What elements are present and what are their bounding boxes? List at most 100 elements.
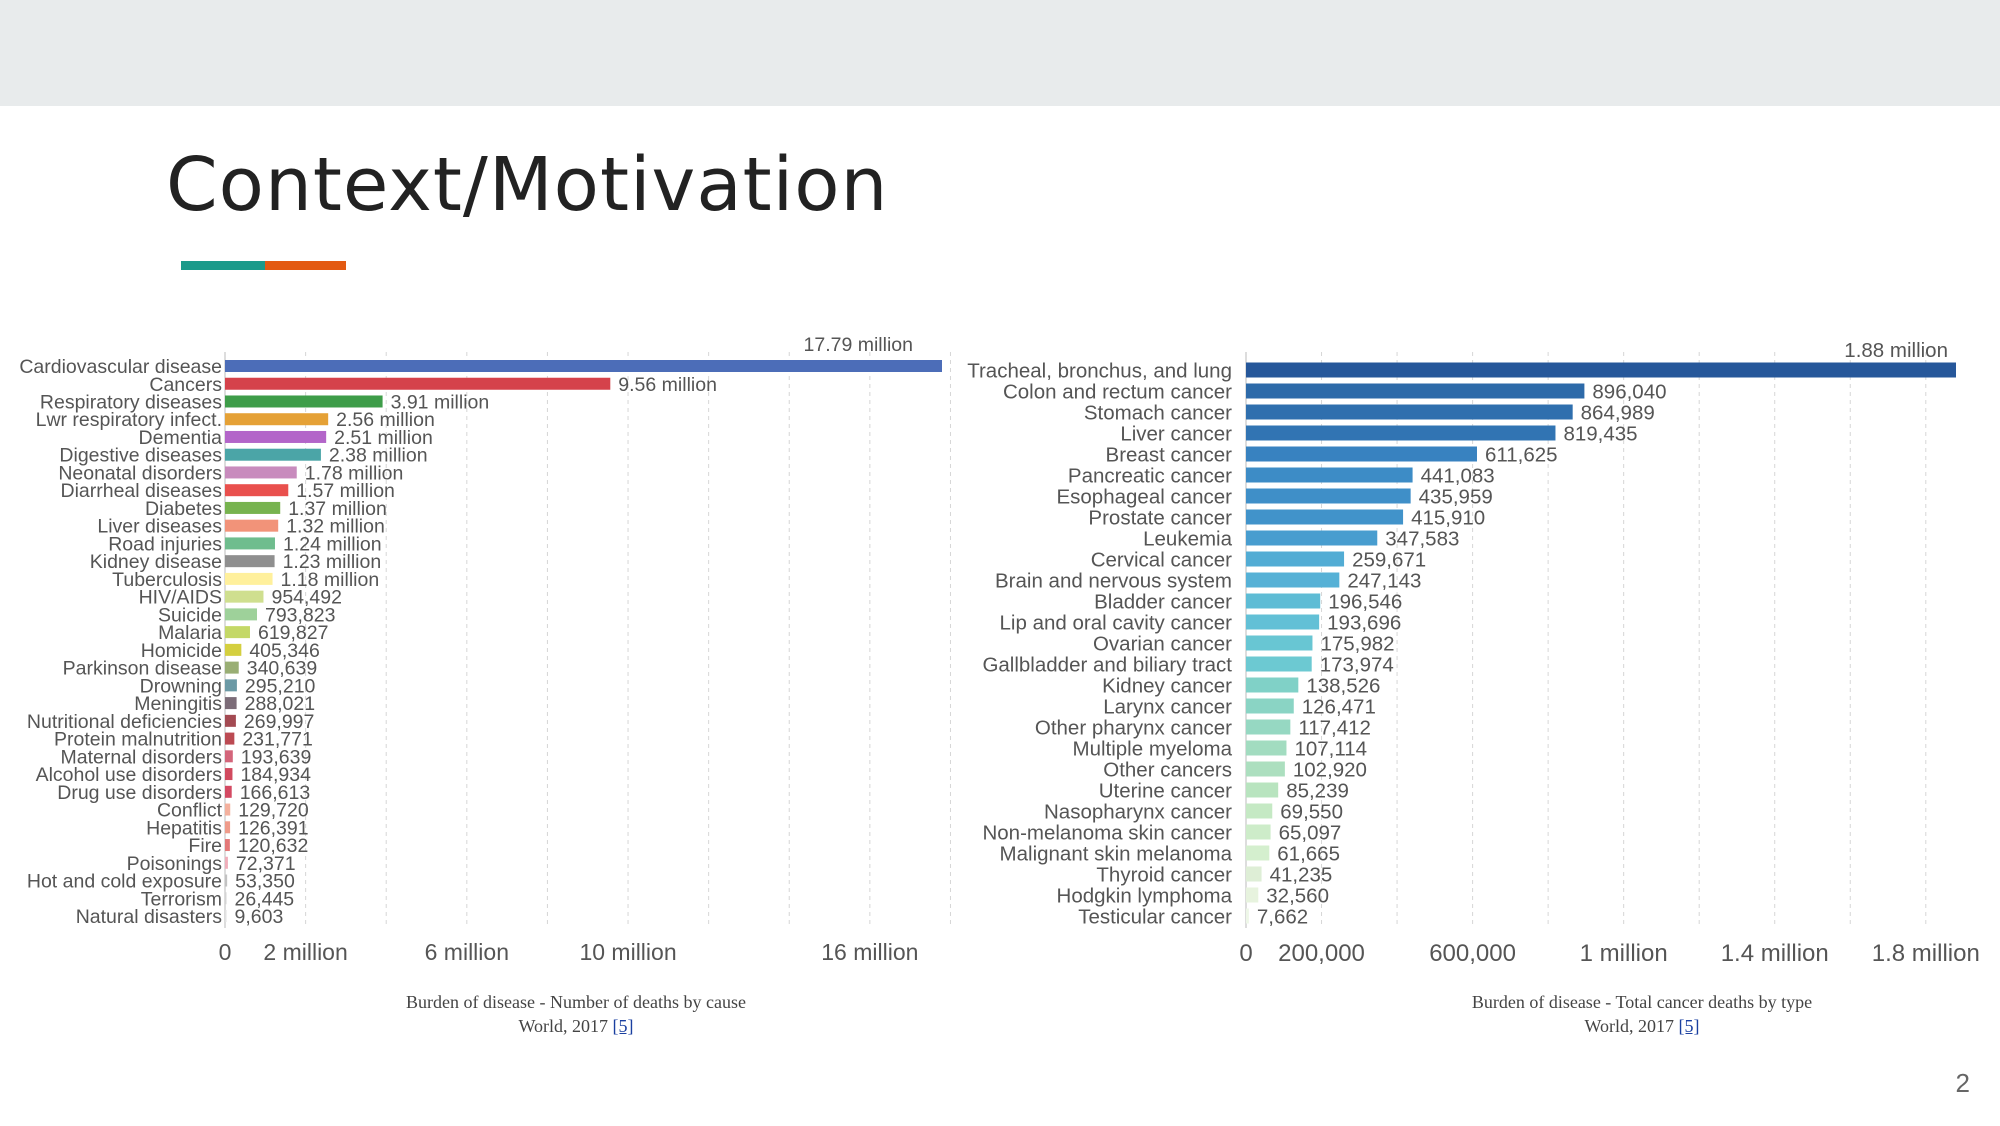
right-chart-bar-18 (1246, 740, 1287, 756)
right-caption-reference-link[interactable]: [5] (1678, 1016, 1700, 1036)
left-chart-category-label-17: Parkinson disease (63, 658, 222, 680)
left-chart-value-label-21: 231,771 (242, 729, 313, 751)
right-chart-bar-22 (1246, 824, 1271, 840)
left-chart-bar-2 (225, 395, 383, 408)
left-caption-source: World, 2017 (518, 1016, 609, 1036)
left-caption-line1: Burden of disease - Number of deaths by … (406, 992, 746, 1012)
left-chart-value-label-20: 269,997 (244, 711, 315, 733)
left-chart-tick-label-3: 10 million (579, 939, 676, 965)
left-chart-bar-1 (225, 377, 611, 390)
left-chart-bar-0 (225, 360, 942, 372)
right-chart-value-label-4: 611,625 (1485, 443, 1558, 466)
left-chart-value-label-8: 1.37 million (288, 498, 387, 520)
left-chart-value-label-28: 72,371 (236, 853, 296, 875)
right-chart-value-label-21: 69,550 (1280, 800, 1343, 823)
right-chart-bar-9 (1246, 551, 1345, 567)
left-chart-bar-16 (225, 643, 242, 656)
left-chart-bar-13 (225, 590, 264, 603)
title-accent-teal (181, 261, 265, 270)
right-chart-value-label-9: 259,671 (1352, 548, 1426, 571)
left-chart-category-label-16: Homicide (141, 640, 222, 662)
left-chart-value-label-26: 126,391 (238, 817, 308, 839)
left-chart-bar-9 (225, 519, 279, 532)
right-chart-value-label-25: 32,560 (1266, 884, 1329, 907)
right-chart-tick-label-3: 1 million (1580, 940, 1668, 967)
right-chart-bar-1 (1246, 383, 1585, 399)
right-chart-value-label-26: 7,662 (1257, 905, 1308, 928)
left-chart-value-label-12: 1.18 million (281, 569, 380, 591)
left-chart-tick-label-2: 6 million (425, 939, 509, 965)
left-chart-category-label-5: Digestive diseases (59, 445, 222, 467)
title-accent-orange (265, 261, 346, 270)
left-chart-value-label-2: 3.91 million (391, 392, 490, 414)
left-chart-bar-8 (225, 501, 281, 514)
right-chart-value-label-10: 247,143 (1347, 569, 1421, 592)
right-chart-category-label-2: Stomach cancer (1084, 401, 1232, 424)
left-chart-value-label-6: 1.78 million (305, 462, 404, 484)
left-chart-bar-21 (225, 732, 235, 745)
right-chart-value-label-13: 175,982 (1320, 632, 1394, 655)
page-number: 2 (1955, 1068, 1970, 1098)
slide-title: Context/Motivation (166, 142, 889, 228)
right-chart-category-label-10: Brain and nervous system (995, 569, 1232, 592)
right-chart-category-label-19: Other cancers (1103, 758, 1232, 781)
left-chart-category-label-25: Conflict (157, 800, 223, 822)
left-chart-value-label-27: 120,632 (238, 835, 308, 857)
left-chart-bar-15 (225, 626, 250, 639)
left-caption-reference-link[interactable]: [5] (612, 1016, 634, 1036)
right-chart-category-label-1: Colon and rectum cancer (1003, 380, 1232, 403)
left-chart-bar-28 (225, 856, 228, 869)
left-chart-category-label-29: Hot and cold exposure (27, 871, 222, 893)
right-chart-bar-23 (1246, 845, 1270, 861)
left-chart-category-label-31: Natural disasters (76, 906, 223, 928)
left-chart-bar-26 (225, 821, 231, 834)
left-chart-tick-label-4: 16 million (821, 939, 918, 965)
left-chart-category-label-1: Cancers (149, 374, 222, 396)
right-chart-bar-13 (1246, 635, 1313, 651)
left-chart-category-label-4: Dementia (139, 427, 223, 449)
left-chart-bar-4 (225, 430, 327, 443)
right-chart-category-label-15: Kidney cancer (1102, 674, 1232, 697)
right-chart-category-label-7: Prostate cancer (1088, 506, 1232, 529)
right-chart-value-label-8: 347,583 (1385, 527, 1459, 550)
left-chart-value-label-24: 166,613 (240, 782, 311, 804)
left-chart-value-label-13: 954,492 (271, 587, 342, 609)
left-chart-bar-18 (225, 679, 237, 692)
right-chart-tick-label-0: 0 (1239, 940, 1252, 967)
right-chart-bar-7 (1246, 509, 1404, 525)
right-chart-bar-17 (1246, 719, 1291, 735)
right-chart-value-label-7: 415,910 (1411, 506, 1485, 529)
right-chart-bar-16 (1246, 698, 1294, 714)
left-chart-category-label-14: Suicide (158, 604, 222, 626)
right-chart-bar-12 (1246, 614, 1320, 630)
right-chart-value-label-16: 126,471 (1302, 695, 1376, 718)
left-chart-value-label-18: 295,210 (245, 675, 316, 697)
right-chart-category-label-12: Lip and oral cavity cancer (1000, 611, 1233, 634)
left-chart-tick-label-1: 2 million (263, 939, 347, 965)
left-chart-category-label-23: Alcohol use disorders (36, 764, 223, 786)
right-chart-category-label-16: Larynx cancer (1103, 695, 1232, 718)
left-chart-category-label-27: Fire (188, 835, 222, 857)
right-chart-value-label-12: 193,696 (1327, 611, 1401, 634)
left-chart-category-label-9: Liver diseases (97, 516, 222, 538)
right-chart-value-label-3: 819,435 (1563, 422, 1637, 445)
right-chart-bar-15 (1246, 677, 1299, 693)
left-chart-bar-30 (225, 892, 227, 905)
left-chart-bar-11 (225, 555, 275, 568)
left-chart-value-label-17: 340,639 (247, 658, 317, 680)
right-chart-bar-2 (1246, 404, 1573, 420)
right-chart-category-label-9: Cervical cancer (1091, 548, 1232, 571)
left-chart-category-label-15: Malaria (158, 622, 222, 644)
right-chart-category-label-26: Testicular cancer (1078, 905, 1232, 928)
left-chart-value-label-16: 405,346 (249, 640, 320, 662)
left-chart-value-label-29: 53,350 (235, 871, 295, 893)
left-chart-value-label-11: 1.23 million (283, 551, 382, 573)
left-chart-bar-27 (225, 839, 230, 852)
left-chart-bar-14 (225, 608, 257, 621)
left-chart-category-label-26: Hepatitis (146, 817, 222, 839)
left-chart-bar-25 (225, 803, 231, 816)
right-chart-category-label-17: Other pharynx cancer (1035, 716, 1232, 739)
left-chart-bar-19 (225, 697, 237, 710)
right-chart-category-label-13: Ovarian cancer (1093, 632, 1232, 655)
